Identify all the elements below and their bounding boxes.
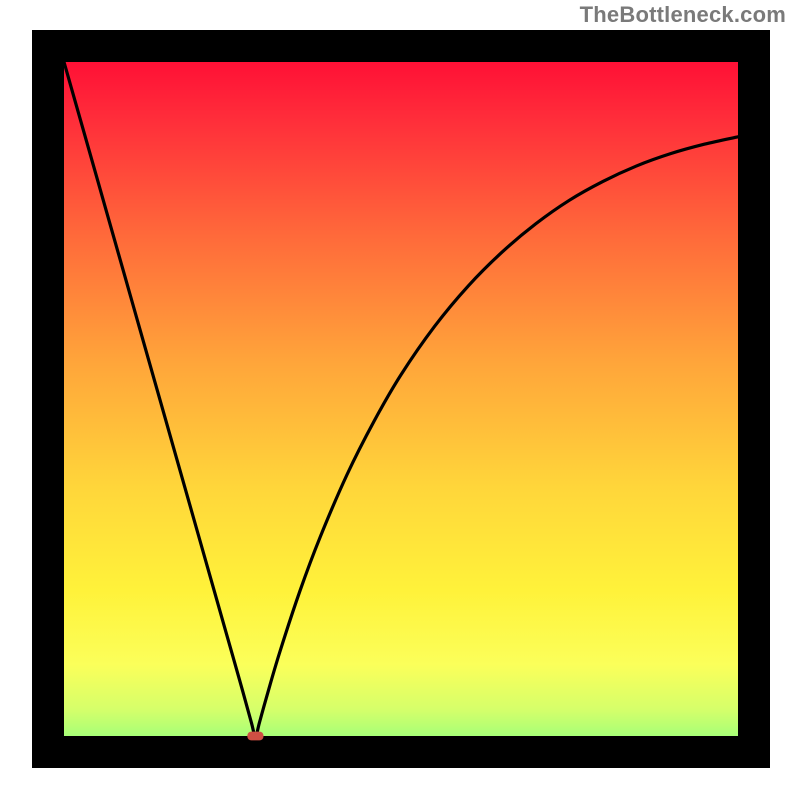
chart-container: TheBottleneck.com (0, 0, 800, 800)
minimum-marker (247, 732, 263, 741)
bottleneck-chart (0, 0, 800, 800)
watermark-text: TheBottleneck.com (580, 2, 786, 28)
plot-background (32, 30, 770, 768)
